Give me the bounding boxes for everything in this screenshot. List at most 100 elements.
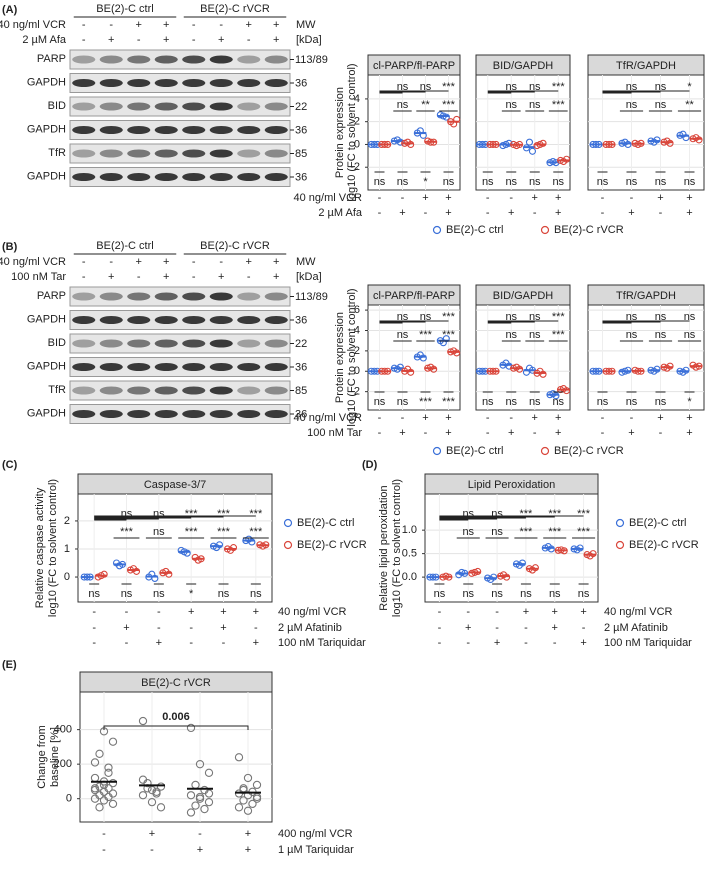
data-point (243, 791, 253, 800)
blot-band (72, 126, 96, 134)
treatment-sign: + (246, 19, 252, 31)
condition-sign: - (533, 427, 537, 439)
blot-band (99, 292, 123, 301)
condition-sign: + (552, 622, 558, 634)
condition-sign: + (188, 606, 194, 618)
y-axis-label: Relative lipid peroxidation (378, 485, 390, 610)
significance: *** (419, 396, 433, 408)
treatment-sign: + (108, 34, 114, 46)
y-tick-label: 2 (354, 116, 360, 128)
data-point (239, 796, 248, 805)
significance: *** (217, 526, 231, 538)
significance: ** (685, 99, 694, 111)
y-tick-label: 2 (64, 515, 70, 527)
significance: ns (462, 588, 474, 600)
data-point (539, 139, 547, 147)
facet-title: cl-PARP/fl-PARP (373, 290, 455, 302)
data-point (419, 354, 427, 362)
significance: *** (442, 396, 456, 408)
data-point (653, 365, 661, 373)
condition-label: 100 nM Tariquidar (278, 637, 366, 649)
condition-sign: + (532, 412, 538, 424)
treatment-sign: - (82, 19, 86, 31)
legend-label: BE(2)-C rVCR (554, 224, 624, 236)
panel-label: (A) (2, 4, 18, 16)
treatment-sign: + (108, 271, 114, 283)
data-point (490, 573, 498, 581)
data-point (186, 791, 196, 800)
data-point (453, 349, 461, 357)
blot-band (237, 55, 261, 64)
blot-band (209, 102, 233, 111)
data-point (666, 362, 674, 370)
significance: ns (578, 588, 590, 600)
blot-band (182, 55, 206, 64)
data-point (156, 803, 166, 812)
blot-band (99, 316, 123, 324)
blot-band (72, 173, 96, 181)
significance: * (687, 396, 692, 408)
significance: ns (397, 311, 409, 323)
condition-sign: - (438, 606, 442, 618)
significance: ns (121, 588, 133, 600)
treatment-sign: - (82, 34, 86, 46)
condition-sign: + (220, 606, 226, 618)
condition-sign: - (466, 637, 470, 649)
significance: * (189, 588, 194, 600)
data-point (204, 768, 214, 777)
blot-band (154, 386, 178, 395)
significance: ns (153, 588, 165, 600)
treatment-sign: + (163, 34, 169, 46)
blot-band (237, 173, 261, 181)
blot-band (182, 79, 206, 87)
blot-band (127, 173, 151, 181)
condition-sign: - (630, 412, 634, 424)
blot-band (182, 316, 206, 324)
mw-label: 36 (295, 77, 307, 89)
significance: *** (552, 81, 566, 93)
blot-band (182, 173, 206, 181)
treatment-sign: + (273, 271, 279, 283)
blot-band (237, 149, 261, 158)
blot-band (154, 55, 178, 64)
significance: ns (684, 176, 696, 188)
mw-label: 85 (295, 385, 307, 397)
condition-label: 2 µM Afatinib (278, 622, 342, 634)
legend-marker (283, 518, 293, 528)
data-point (525, 138, 534, 146)
legend-marker (283, 540, 293, 550)
blot-band (154, 126, 178, 134)
data-point (528, 147, 537, 155)
significance: *** (577, 526, 591, 538)
blot-band (237, 410, 261, 418)
significance: ns (505, 311, 517, 323)
panel-label: (B) (2, 241, 18, 253)
data-point (239, 785, 248, 795)
group-label: BE(2)-C ctrl (96, 240, 153, 252)
condition-sign: - (424, 427, 428, 439)
blot-band (99, 102, 123, 111)
treatment-sign: - (219, 19, 223, 31)
blot-band (209, 55, 233, 64)
data-point (243, 806, 253, 815)
condition-sign: - (509, 192, 513, 204)
condition-sign: + (555, 412, 561, 424)
legend-marker (615, 540, 625, 550)
blot-row-label: GAPDH (27, 360, 66, 372)
condition-sign: - (524, 622, 528, 634)
condition-label: 100 nM Tariquidar (604, 637, 692, 649)
treatment-sign: - (109, 19, 113, 31)
blot-band (154, 316, 178, 324)
significance: ns (684, 329, 696, 341)
significance: ns (397, 99, 409, 111)
blot-band (154, 363, 178, 371)
panel-label: (C) (2, 459, 18, 471)
data-point (396, 363, 404, 371)
condition-sign: - (486, 207, 490, 219)
blot-band (154, 173, 178, 181)
data-point (547, 545, 555, 553)
data-point (682, 134, 690, 142)
significance: ns (626, 329, 638, 341)
significance: ns (626, 81, 638, 93)
condition-label: 2 µM Afa (318, 207, 363, 219)
